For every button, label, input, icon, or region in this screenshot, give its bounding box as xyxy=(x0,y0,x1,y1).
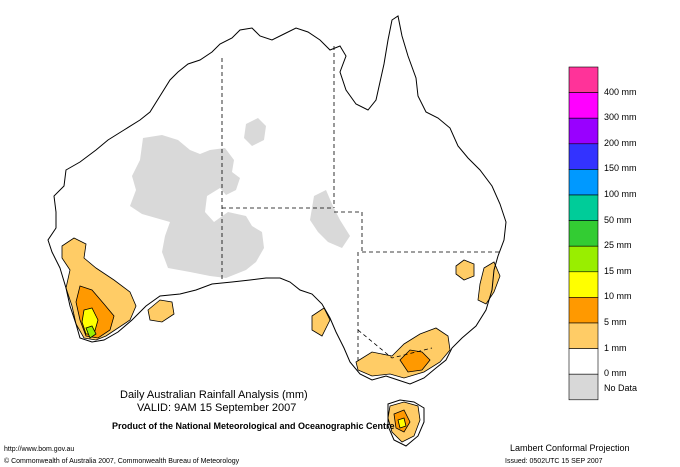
legend-swatch xyxy=(568,297,599,324)
legend xyxy=(568,66,599,401)
legend-swatch xyxy=(568,373,599,401)
rain-area-se-australia xyxy=(355,327,451,379)
producer-credit: Product of the National Meteorological a… xyxy=(112,421,395,431)
legend-label: 5 mm xyxy=(604,317,627,327)
legend-label: 100 mm xyxy=(604,189,637,199)
legend-label: 15 mm xyxy=(604,265,632,276)
legend-label: 0 mm xyxy=(604,368,627,379)
legend-label: 25 mm xyxy=(604,240,632,251)
australia-coastline xyxy=(47,15,507,385)
no-data-area-nt xyxy=(244,118,266,146)
legend-swatch xyxy=(568,220,599,247)
rain-area-tasmania-10mm xyxy=(397,417,407,429)
legend-swatch xyxy=(568,348,599,375)
legend-swatch xyxy=(568,117,599,145)
copyright-notice: © Commonwealth of Australia 2007, Common… xyxy=(4,458,240,465)
legend-label: 200 mm xyxy=(604,137,637,148)
valid-date: VALID: 9AM 15 September 2007 xyxy=(137,402,297,414)
legend-swatch xyxy=(568,143,599,170)
legend-swatch xyxy=(568,271,599,298)
legend-label: 10 mm xyxy=(604,291,632,302)
legend-label: 150 mm xyxy=(604,163,637,174)
legend-swatch xyxy=(568,194,599,221)
rain-area-nsw-coast xyxy=(477,261,501,305)
rain-area-sw-wa-15mm xyxy=(85,325,97,339)
legend-label: 1 mm xyxy=(604,342,627,353)
legend-swatch xyxy=(568,92,599,119)
rain-area-victoria-heavy xyxy=(399,349,431,373)
rain-area-qld xyxy=(455,259,475,281)
legend-label: 50 mm xyxy=(604,214,632,225)
legend-label: 300 mm xyxy=(604,112,637,123)
no-data-area-qld xyxy=(310,190,350,248)
issued-timestamp: Issued: 0502UTC 15 SEP 2007 xyxy=(505,458,603,465)
legend-swatch xyxy=(568,66,599,93)
legend-label: No Data xyxy=(604,383,638,394)
tasmania-coastline xyxy=(387,399,425,447)
legend-swatch xyxy=(568,245,599,273)
legend-swatch xyxy=(568,169,599,196)
projection-label: Lambert Conformal Projection xyxy=(510,443,630,453)
website-link[interactable]: http://www.bom.gov.au xyxy=(4,446,75,453)
no-data-area-central xyxy=(130,135,264,278)
state-borders xyxy=(221,46,500,362)
rain-area-south-coast-wa xyxy=(147,299,175,323)
rain-area-sa xyxy=(311,307,331,337)
map-title: Daily Australian Rainfall Analysis (mm) xyxy=(120,389,308,401)
legend-swatch xyxy=(568,322,599,349)
legend-label: 400 mm xyxy=(604,86,637,97)
